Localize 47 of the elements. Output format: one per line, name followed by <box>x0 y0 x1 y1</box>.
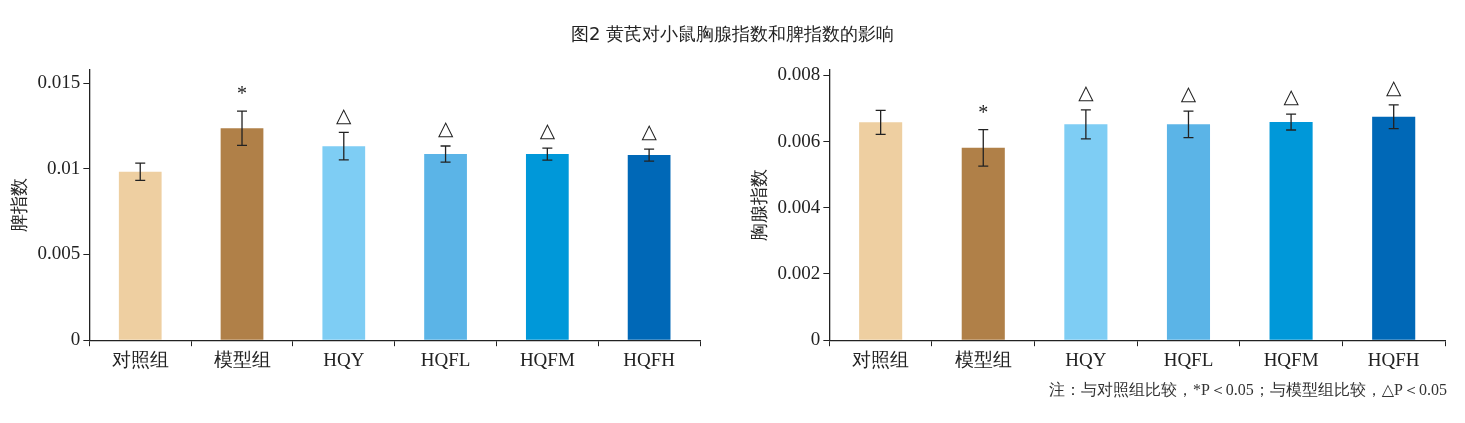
annotation: △ <box>1386 76 1402 99</box>
y-tick-label: 0.002 <box>777 261 821 283</box>
annotation: * <box>237 82 248 105</box>
bar <box>859 122 903 340</box>
y-axis-title: 胸腺指数 <box>748 168 769 241</box>
x-tick-label: HQFM <box>519 348 575 370</box>
bar <box>1269 122 1313 340</box>
bar <box>220 128 264 340</box>
x-tick-label: HQFM <box>1263 348 1319 370</box>
annotation: △ <box>437 117 454 140</box>
y-tick-label: 0.008 <box>777 63 821 85</box>
bar <box>322 146 366 340</box>
bar <box>1064 124 1108 340</box>
annotation: △ <box>1180 82 1197 105</box>
y-tick-label: 0.01 <box>47 156 81 178</box>
x-tick-label: 对照组 <box>111 348 169 370</box>
bar <box>1166 124 1211 340</box>
y-tick-label: 0.015 <box>37 71 81 93</box>
x-tick-label: HQFL <box>1163 348 1214 370</box>
y-tick-label: 0.006 <box>777 129 821 151</box>
y-axis-title: 脾指数 <box>8 177 29 232</box>
annotation: △ <box>539 119 556 142</box>
x-tick-label: HQFH <box>1367 348 1420 370</box>
x-tick-label: 模型组 <box>954 348 1012 370</box>
annotation: △ <box>1078 81 1095 104</box>
bar <box>627 155 671 340</box>
y-tick-label: 0 <box>70 328 81 350</box>
x-tick-label: 对照组 <box>852 348 910 370</box>
x-tick-label: 模型组 <box>213 348 271 370</box>
x-tick-label: HQFH <box>623 348 676 370</box>
bar <box>1372 116 1416 340</box>
bar <box>525 154 569 340</box>
bar <box>424 154 467 340</box>
annotation: △ <box>641 120 658 143</box>
x-tick-label: HQY <box>1065 348 1107 370</box>
y-tick-label: 0.005 <box>37 242 81 264</box>
x-tick-label: HQFL <box>420 348 471 370</box>
annotation: △ <box>336 103 353 126</box>
bar <box>118 171 162 340</box>
x-tick-label: HQY <box>323 348 365 370</box>
annotation: △ <box>1283 85 1300 108</box>
annotation: * <box>978 100 989 123</box>
y-tick-label: 0 <box>810 328 821 350</box>
text: 注：与对照组比较，*P＜0.05；与模型组比较，△P＜0.05 <box>1048 380 1447 400</box>
bar <box>961 147 1005 340</box>
y-tick-label: 0.004 <box>777 195 821 217</box>
chart-title: 图2 黄芪对小鼠胸腺指数和脾指数的影响 <box>569 22 896 46</box>
